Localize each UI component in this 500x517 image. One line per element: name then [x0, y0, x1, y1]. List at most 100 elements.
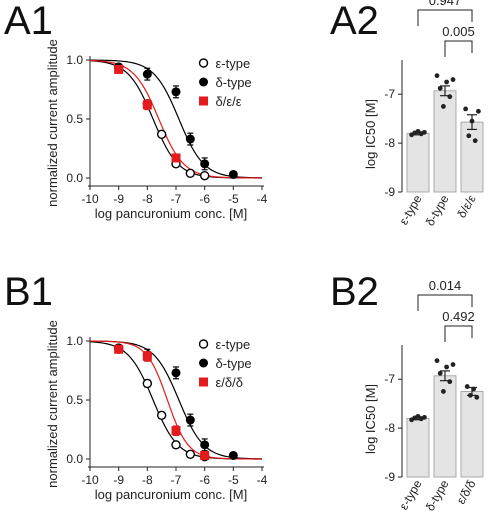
individual-point [444, 364, 449, 370]
individual-point [468, 392, 473, 398]
p-value-label: 0.492 [442, 309, 475, 324]
panel-b1: -10 -9 -8 -7 -6 -5 -4 0.0 0.5 1.0 log pancuronium … [45, 320, 268, 502]
data-point [200, 450, 210, 460]
individual-point [463, 106, 468, 112]
data-point [171, 153, 181, 163]
data-point [114, 344, 124, 354]
individual-point [437, 370, 443, 376]
panel-label-b1: B1 [4, 270, 53, 314]
individual-point [422, 414, 427, 420]
individual-point [437, 85, 443, 91]
data-point [171, 426, 181, 436]
data-point [171, 87, 181, 97]
p-value-label: 0.014 [429, 278, 462, 293]
data-point [156, 129, 167, 140]
x-tick-label: -8 [142, 192, 153, 206]
data-point [185, 168, 196, 178]
data-point [228, 450, 238, 460]
legend-marker [198, 58, 209, 68]
y-tick-label: -8 [384, 421, 395, 435]
category-label: δ/ε/ε [454, 192, 478, 220]
individual-point [441, 389, 446, 394]
significance-bracket [444, 325, 473, 342]
data-point [142, 100, 152, 110]
p-value-label: 0.947 [429, 0, 462, 8]
y-tick-label: -7 [384, 372, 395, 386]
x-tick-label: -8 [142, 473, 153, 487]
x-tick-label: -4 [257, 192, 268, 206]
x-tick-label: -4 [257, 473, 268, 487]
bar-3 [460, 121, 484, 193]
panel-label-a1: A1 [4, 0, 53, 43]
individual-point [469, 118, 475, 124]
x-tick-label: -6 [199, 473, 210, 487]
individual-point [422, 129, 427, 135]
x-tick-label: -10 [81, 473, 99, 487]
individual-point [450, 77, 456, 82]
bar-1 [406, 132, 430, 193]
data-point [200, 440, 210, 450]
bar-1 [406, 417, 430, 478]
y-axis-label: log IC50 [M] [363, 99, 378, 169]
legend-marker [199, 377, 209, 387]
x-tick-label: -7 [171, 192, 182, 206]
x-axis-label: log pancuronium conc. [M] [95, 487, 247, 502]
data-point [200, 159, 210, 169]
individual-point [474, 394, 480, 400]
p-value-label: 0.005 [442, 24, 475, 39]
data-point [171, 440, 181, 450]
individual-point [466, 133, 472, 139]
category-label: ε/δ/δ [454, 477, 479, 506]
y-tick-label: 1.0 [66, 334, 83, 348]
legend-label: ε-type [216, 337, 251, 352]
x-tick-label: -7 [171, 473, 182, 487]
individual-point [471, 386, 476, 392]
individual-point [447, 379, 453, 385]
category-label: ε-type [396, 192, 424, 227]
significance-bracket [444, 40, 473, 57]
data-point [142, 351, 152, 361]
individual-point [464, 384, 470, 389]
legend-marker [199, 77, 209, 87]
y-axis-label: log IC50 [M] [363, 384, 378, 454]
legend-label: δ/ε/ε [216, 94, 242, 109]
x-tick-label: -10 [81, 192, 99, 206]
data-point [199, 170, 210, 181]
individual-point [450, 362, 456, 367]
y-axis-label: normalized current amplitude [45, 39, 60, 207]
data-point [114, 64, 124, 74]
individual-point [447, 94, 453, 100]
y-tick-label: 0.5 [66, 393, 83, 407]
y-axis-label: normalized current amplitude [45, 320, 60, 488]
individual-point [441, 104, 446, 109]
bar-3 [460, 391, 484, 478]
data-point [185, 134, 195, 144]
individual-point [476, 108, 481, 114]
x-tick-label: -9 [113, 473, 124, 487]
individual-point [434, 73, 440, 79]
x-tick-label: -6 [199, 192, 210, 206]
data-point [171, 368, 181, 378]
x-axis-label: log pancuronium conc. [M] [95, 206, 247, 221]
x-tick-label: -5 [228, 192, 239, 206]
panel-label-a2: A2 [330, 0, 379, 43]
y-tick-label: -8 [384, 136, 395, 150]
data-point [156, 410, 167, 421]
legend-marker [198, 339, 209, 349]
legend-label: δ-type [216, 356, 252, 371]
y-tick-label: 0.5 [66, 112, 83, 126]
y-tick-label: 1.0 [66, 53, 83, 67]
category-label: δ-type [423, 477, 452, 513]
x-tick-label: -5 [228, 473, 239, 487]
legend-label: ε-type [216, 56, 251, 71]
data-point [185, 415, 195, 425]
panel-a1: -10 -9 -8 -7 -6 -5 -4 0.0 0.5 1.0 log pancuronium … [45, 39, 268, 221]
individual-point [472, 138, 478, 144]
legend-label: ε/δ/δ [216, 375, 244, 390]
y-tick-label: -7 [384, 87, 395, 101]
y-tick-label: 0.0 [66, 452, 83, 466]
panel-label-b2: B2 [330, 270, 379, 314]
